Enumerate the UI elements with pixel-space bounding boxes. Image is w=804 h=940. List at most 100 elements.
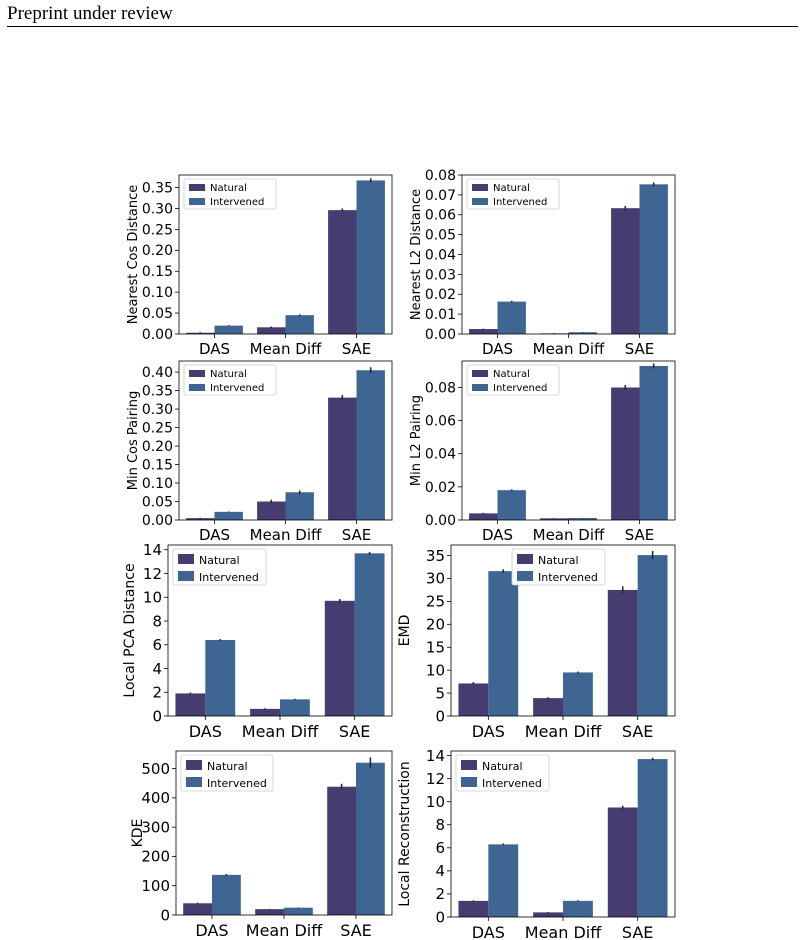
x-tick-label: SAE bbox=[622, 923, 654, 940]
legend-label-intervened: Intervened bbox=[538, 571, 598, 584]
legend-swatch-intervened bbox=[517, 571, 533, 581]
legend-label-intervened: Intervened bbox=[210, 383, 264, 394]
y-tick-label: 0 bbox=[435, 707, 445, 725]
x-tick-label: SAE bbox=[342, 526, 372, 544]
y-tick-label: 0.02 bbox=[425, 287, 456, 303]
bar-natural-mean-diff bbox=[533, 698, 563, 716]
x-tick-label: Mean Diff bbox=[525, 923, 602, 940]
bar-intervened-mean-diff bbox=[285, 315, 314, 334]
chart-2: DAS Mean Diff SAE 0.00 0.01 0.02 0.03 0.04 0.05 0… bbox=[409, 168, 676, 358]
y-axis-label: Local PCA Distance bbox=[122, 563, 138, 697]
bar-intervened-das bbox=[497, 301, 526, 334]
y-tick-label: 6 bbox=[435, 839, 445, 857]
y-tick-label: 0.00 bbox=[425, 513, 456, 529]
y-tick-label: 12 bbox=[143, 565, 162, 583]
y-tick-label: 8 bbox=[152, 612, 162, 630]
legend-swatch-intervened bbox=[189, 198, 205, 205]
y-axis-label: Local Reconstruction bbox=[397, 761, 413, 907]
y-tick-label: 14 bbox=[426, 747, 445, 765]
bar-intervened-das bbox=[214, 511, 243, 520]
x-tick-label: SAE bbox=[625, 340, 655, 358]
y-tick-label: 0.40 bbox=[142, 365, 173, 381]
bar-intervened-das bbox=[205, 640, 236, 716]
legend-swatch-natural bbox=[186, 760, 202, 770]
legend: Natural Intervened bbox=[466, 178, 560, 210]
axes-frame bbox=[461, 360, 676, 521]
bar-intervened-das bbox=[212, 874, 241, 915]
x-tick-label: Mean Diff bbox=[533, 340, 605, 358]
legend-label-intervened: Intervened bbox=[493, 383, 547, 394]
legend-swatch-natural bbox=[178, 554, 194, 564]
axes-frame bbox=[178, 174, 393, 335]
y-tick-label: 0.20 bbox=[142, 243, 173, 259]
bar-intervened-sae bbox=[354, 553, 385, 716]
y-axis-label: EMD bbox=[397, 615, 413, 647]
bar-intervened-das bbox=[488, 571, 519, 716]
y-tick-label: 0.05 bbox=[425, 228, 456, 244]
legend-label-natural: Natural bbox=[538, 554, 579, 567]
x-tick-label: SAE bbox=[622, 722, 654, 741]
bar-natural-das bbox=[458, 683, 489, 716]
y-tick-label: 100 bbox=[141, 877, 170, 895]
y-tick-label: 35 bbox=[426, 547, 445, 565]
legend-swatch-intervened bbox=[178, 571, 194, 581]
y-tick-label: 4 bbox=[435, 862, 445, 880]
y-tick-label: 0.25 bbox=[142, 420, 173, 436]
bar-natural-sae bbox=[611, 387, 640, 520]
legend-frame bbox=[172, 548, 267, 586]
y-axis-label: Min L2 Pairing bbox=[409, 395, 424, 486]
legend-swatch-natural bbox=[189, 370, 205, 377]
x-tick-label: Mean Diff bbox=[246, 921, 323, 940]
y-tick-label: 0.05 bbox=[142, 494, 173, 510]
legend: Natural Intervened bbox=[172, 548, 267, 586]
bar-natural-sae bbox=[328, 397, 357, 520]
y-tick-label: 0.20 bbox=[142, 439, 173, 455]
y-tick-label: 0.02 bbox=[425, 480, 456, 496]
x-tick-label: DAS bbox=[482, 340, 513, 358]
y-tick-label: 0.30 bbox=[142, 201, 173, 217]
chart-5: DAS Mean Diff SAE 0 2 4 6 8 10 12 14 Local PCA Dist… bbox=[122, 541, 393, 741]
y-tick-label: 4 bbox=[152, 660, 162, 678]
legend-swatch-natural bbox=[472, 370, 488, 377]
y-tick-label: 0.15 bbox=[142, 457, 173, 473]
bar-natural-das bbox=[469, 513, 498, 520]
bar-natural-das bbox=[186, 332, 215, 334]
bar-natural-das bbox=[469, 329, 498, 334]
y-tick-label: 300 bbox=[141, 818, 170, 836]
legend: Natural Intervened bbox=[455, 754, 550, 792]
y-tick-label: 0.04 bbox=[425, 247, 456, 263]
x-tick-label: Mean Diff bbox=[242, 722, 319, 741]
y-tick-label: 10 bbox=[426, 793, 445, 811]
bar-intervened-sae bbox=[637, 555, 668, 716]
legend-frame bbox=[180, 754, 274, 792]
legend-swatch-intervened bbox=[472, 198, 488, 205]
y-tick-label: 2 bbox=[435, 885, 445, 903]
y-tick-label: 0 bbox=[152, 707, 162, 725]
y-tick-label: 5 bbox=[435, 684, 445, 702]
chart-3: DAS Mean Diff SAE 0.00 0.05 0.10 0.15 0.20 0.25 0… bbox=[126, 360, 393, 544]
bar-natural-mean-diff bbox=[533, 912, 563, 917]
legend-frame bbox=[183, 178, 277, 210]
axes-frame bbox=[167, 544, 393, 717]
legend: Natural Intervened bbox=[183, 178, 277, 210]
legend-swatch-intervened bbox=[472, 384, 488, 391]
legend-swatch-natural bbox=[189, 184, 205, 191]
y-tick-label: 0.15 bbox=[142, 264, 173, 280]
bar-natural-mean-diff bbox=[257, 501, 286, 520]
y-tick-label: 2 bbox=[152, 684, 162, 702]
legend-label-natural: Natural bbox=[199, 554, 240, 567]
y-tick-label: 200 bbox=[141, 848, 170, 866]
axes-frame bbox=[175, 750, 393, 916]
y-axis-label: Nearest L2 Distance bbox=[409, 189, 424, 320]
y-tick-label: 0.00 bbox=[425, 327, 456, 343]
y-tick-label: 500 bbox=[141, 760, 170, 778]
x-tick-label: Mean Diff bbox=[250, 526, 322, 544]
y-tick-label: 0.03 bbox=[425, 267, 456, 283]
bar-natural-mean-diff bbox=[255, 909, 284, 915]
y-tick-label: 0.05 bbox=[142, 306, 173, 322]
bar-intervened-sae bbox=[356, 370, 385, 520]
y-tick-label: 0.00 bbox=[142, 327, 173, 343]
header-rule bbox=[7, 26, 798, 27]
legend-label-intervened: Intervened bbox=[493, 197, 547, 208]
